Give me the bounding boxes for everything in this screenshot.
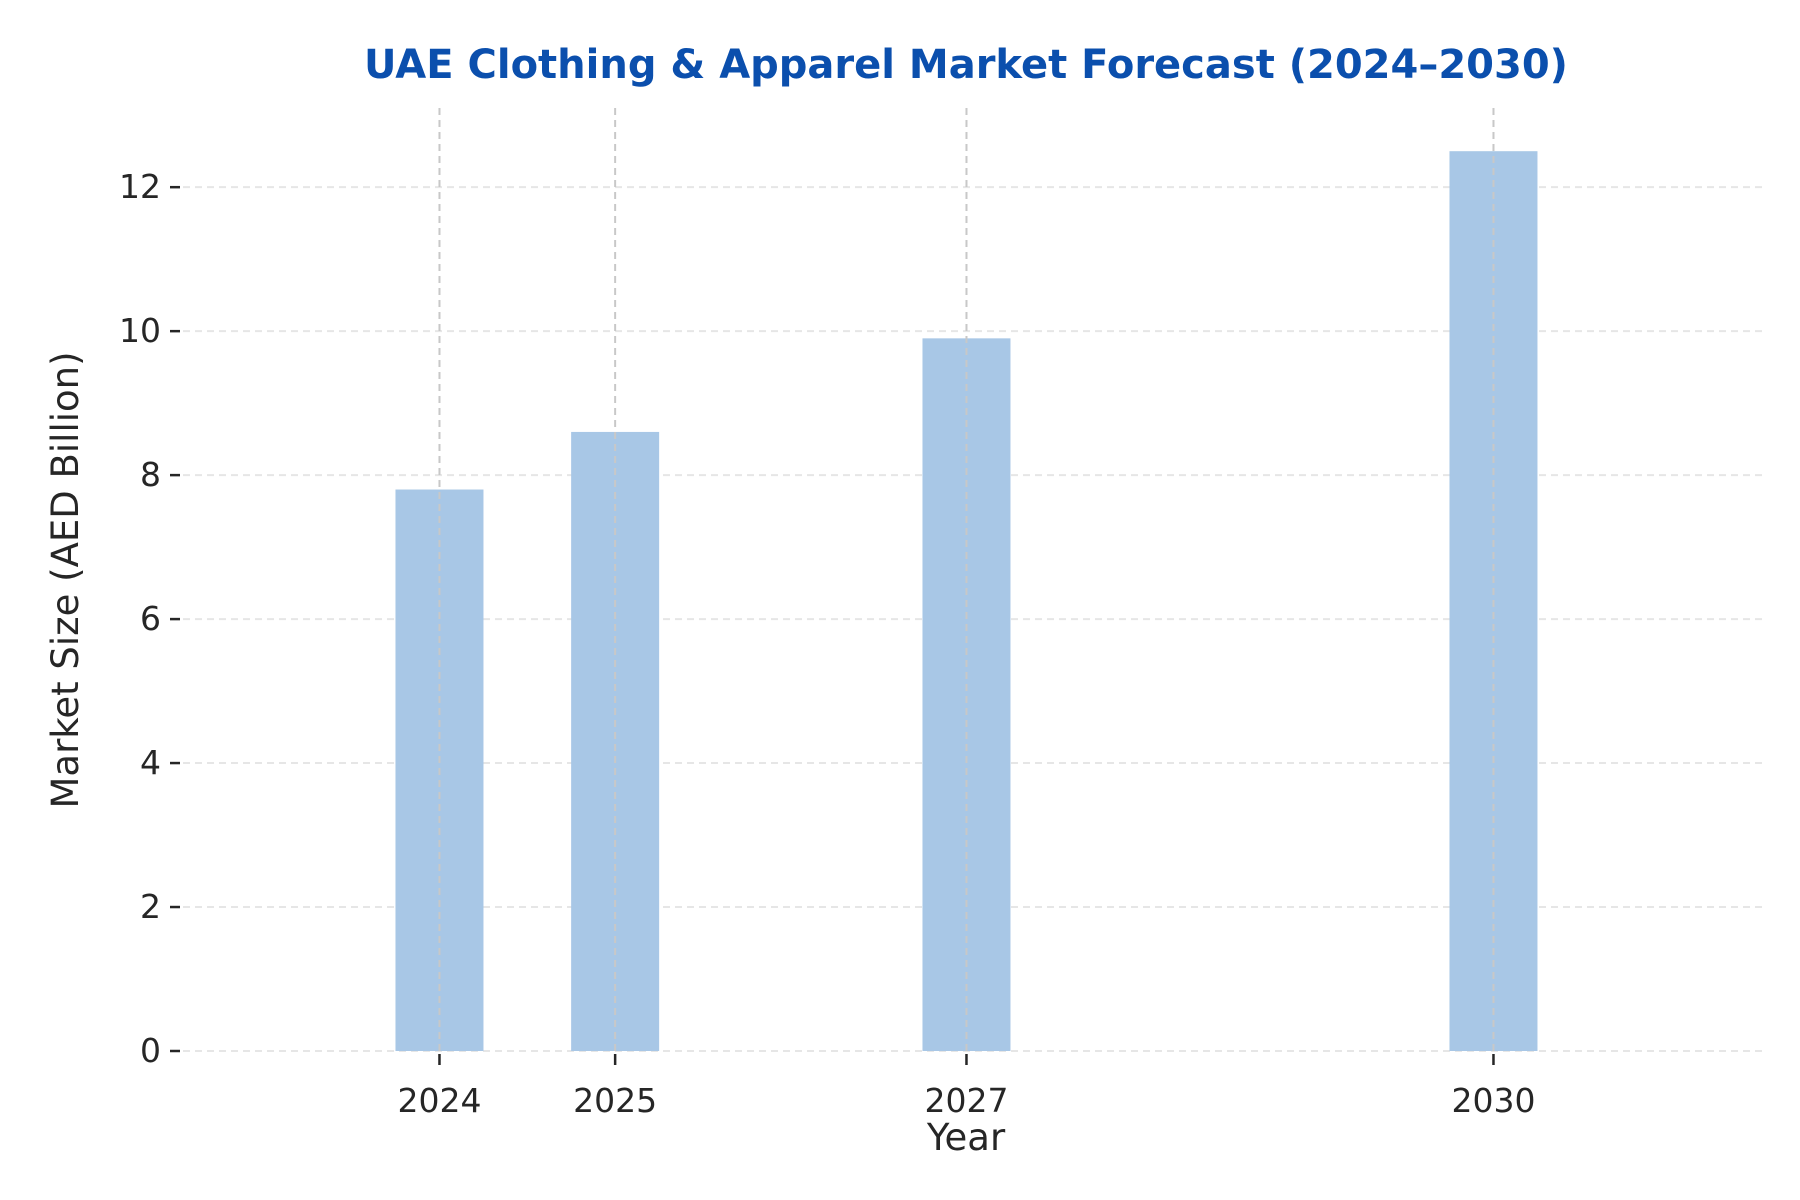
x-tick-label: 2025 bbox=[573, 1081, 657, 1120]
vertical-gridlines-overlay bbox=[438, 108, 1495, 1051]
y-tick-label: 6 bbox=[140, 599, 161, 638]
x-axis: 2024 2025 2027 2030 bbox=[397, 1054, 1535, 1120]
x-axis-label: Year bbox=[926, 1116, 1006, 1159]
chart-title: UAE Clothing & Apparel Market Forecast (… bbox=[364, 42, 1568, 88]
y-tick-label: 0 bbox=[140, 1031, 161, 1070]
y-tick-label: 12 bbox=[119, 167, 161, 206]
x-tick-label: 2027 bbox=[924, 1081, 1008, 1120]
x-tick-label: 2030 bbox=[1451, 1081, 1535, 1120]
y-axis-label: Market Size (AED Billion) bbox=[44, 351, 87, 808]
y-tick-label: 4 bbox=[140, 743, 161, 782]
y-tick-label: 10 bbox=[119, 311, 161, 350]
bar-2025 bbox=[571, 431, 660, 1052]
y-axis: 0 2 4 6 8 10 12 bbox=[119, 167, 180, 1070]
x-tick-label: 2024 bbox=[397, 1081, 481, 1120]
y-tick-label: 2 bbox=[140, 887, 161, 926]
y-tick-label: 8 bbox=[140, 455, 161, 494]
